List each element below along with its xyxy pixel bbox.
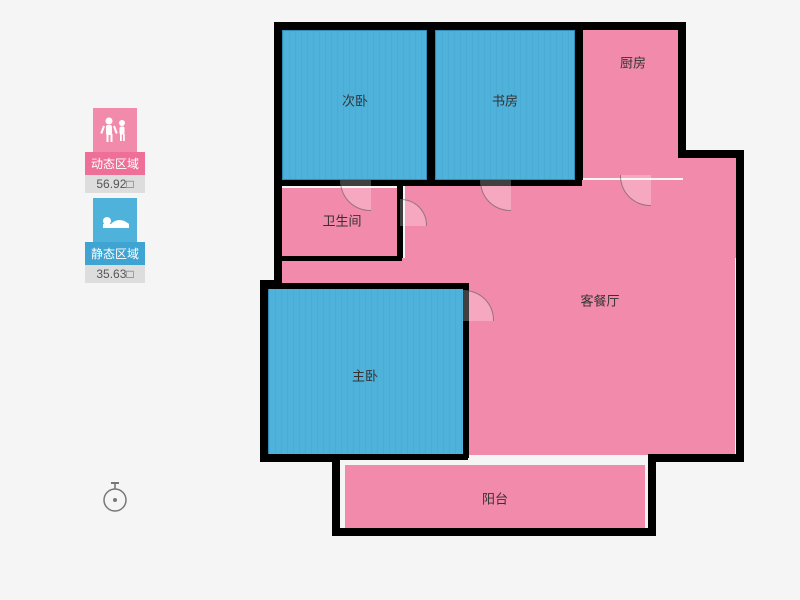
wall <box>282 180 582 186</box>
wall <box>736 150 744 258</box>
wall <box>575 30 583 180</box>
wall <box>268 283 468 289</box>
wall <box>332 528 656 536</box>
wall <box>736 250 744 460</box>
room-label-secondary_bedroom: 次卧 <box>342 91 368 110</box>
wall <box>274 22 282 288</box>
legend-static-value: 35.63□ <box>85 265 145 283</box>
people-icon <box>93 108 137 152</box>
wall <box>268 454 468 460</box>
room-label-living_dining: 客餐厅 <box>580 291 619 310</box>
room-label-balcony: 阳台 <box>482 489 508 508</box>
compass-icon <box>98 480 132 514</box>
floor-plan: 次卧 书房 厨房卫生间客餐厅主卧阳台 <box>250 20 770 580</box>
room-right_nook <box>683 158 738 258</box>
wall <box>282 256 402 261</box>
room-label-study: 书房 <box>492 91 518 110</box>
room-label-kitchen: 厨房 <box>620 53 646 72</box>
legend-static: 静态区域 35.63□ <box>85 198 145 283</box>
wall <box>427 30 435 180</box>
wall <box>274 22 686 30</box>
legend-dynamic: 动态区域 56.92□ <box>85 108 145 193</box>
wall <box>260 280 268 462</box>
legend-dynamic-value: 56.92□ <box>85 175 145 193</box>
room-label-master_bedroom: 主卧 <box>352 366 378 385</box>
bed-icon <box>93 198 137 242</box>
wall <box>678 22 686 152</box>
wall <box>648 454 656 536</box>
legend-static-label: 静态区域 <box>85 242 145 265</box>
wall <box>648 454 744 462</box>
legend-dynamic-label: 动态区域 <box>85 152 145 175</box>
room-label-bathroom: 卫生间 <box>322 211 361 230</box>
wall <box>678 150 744 158</box>
wall <box>332 454 340 536</box>
